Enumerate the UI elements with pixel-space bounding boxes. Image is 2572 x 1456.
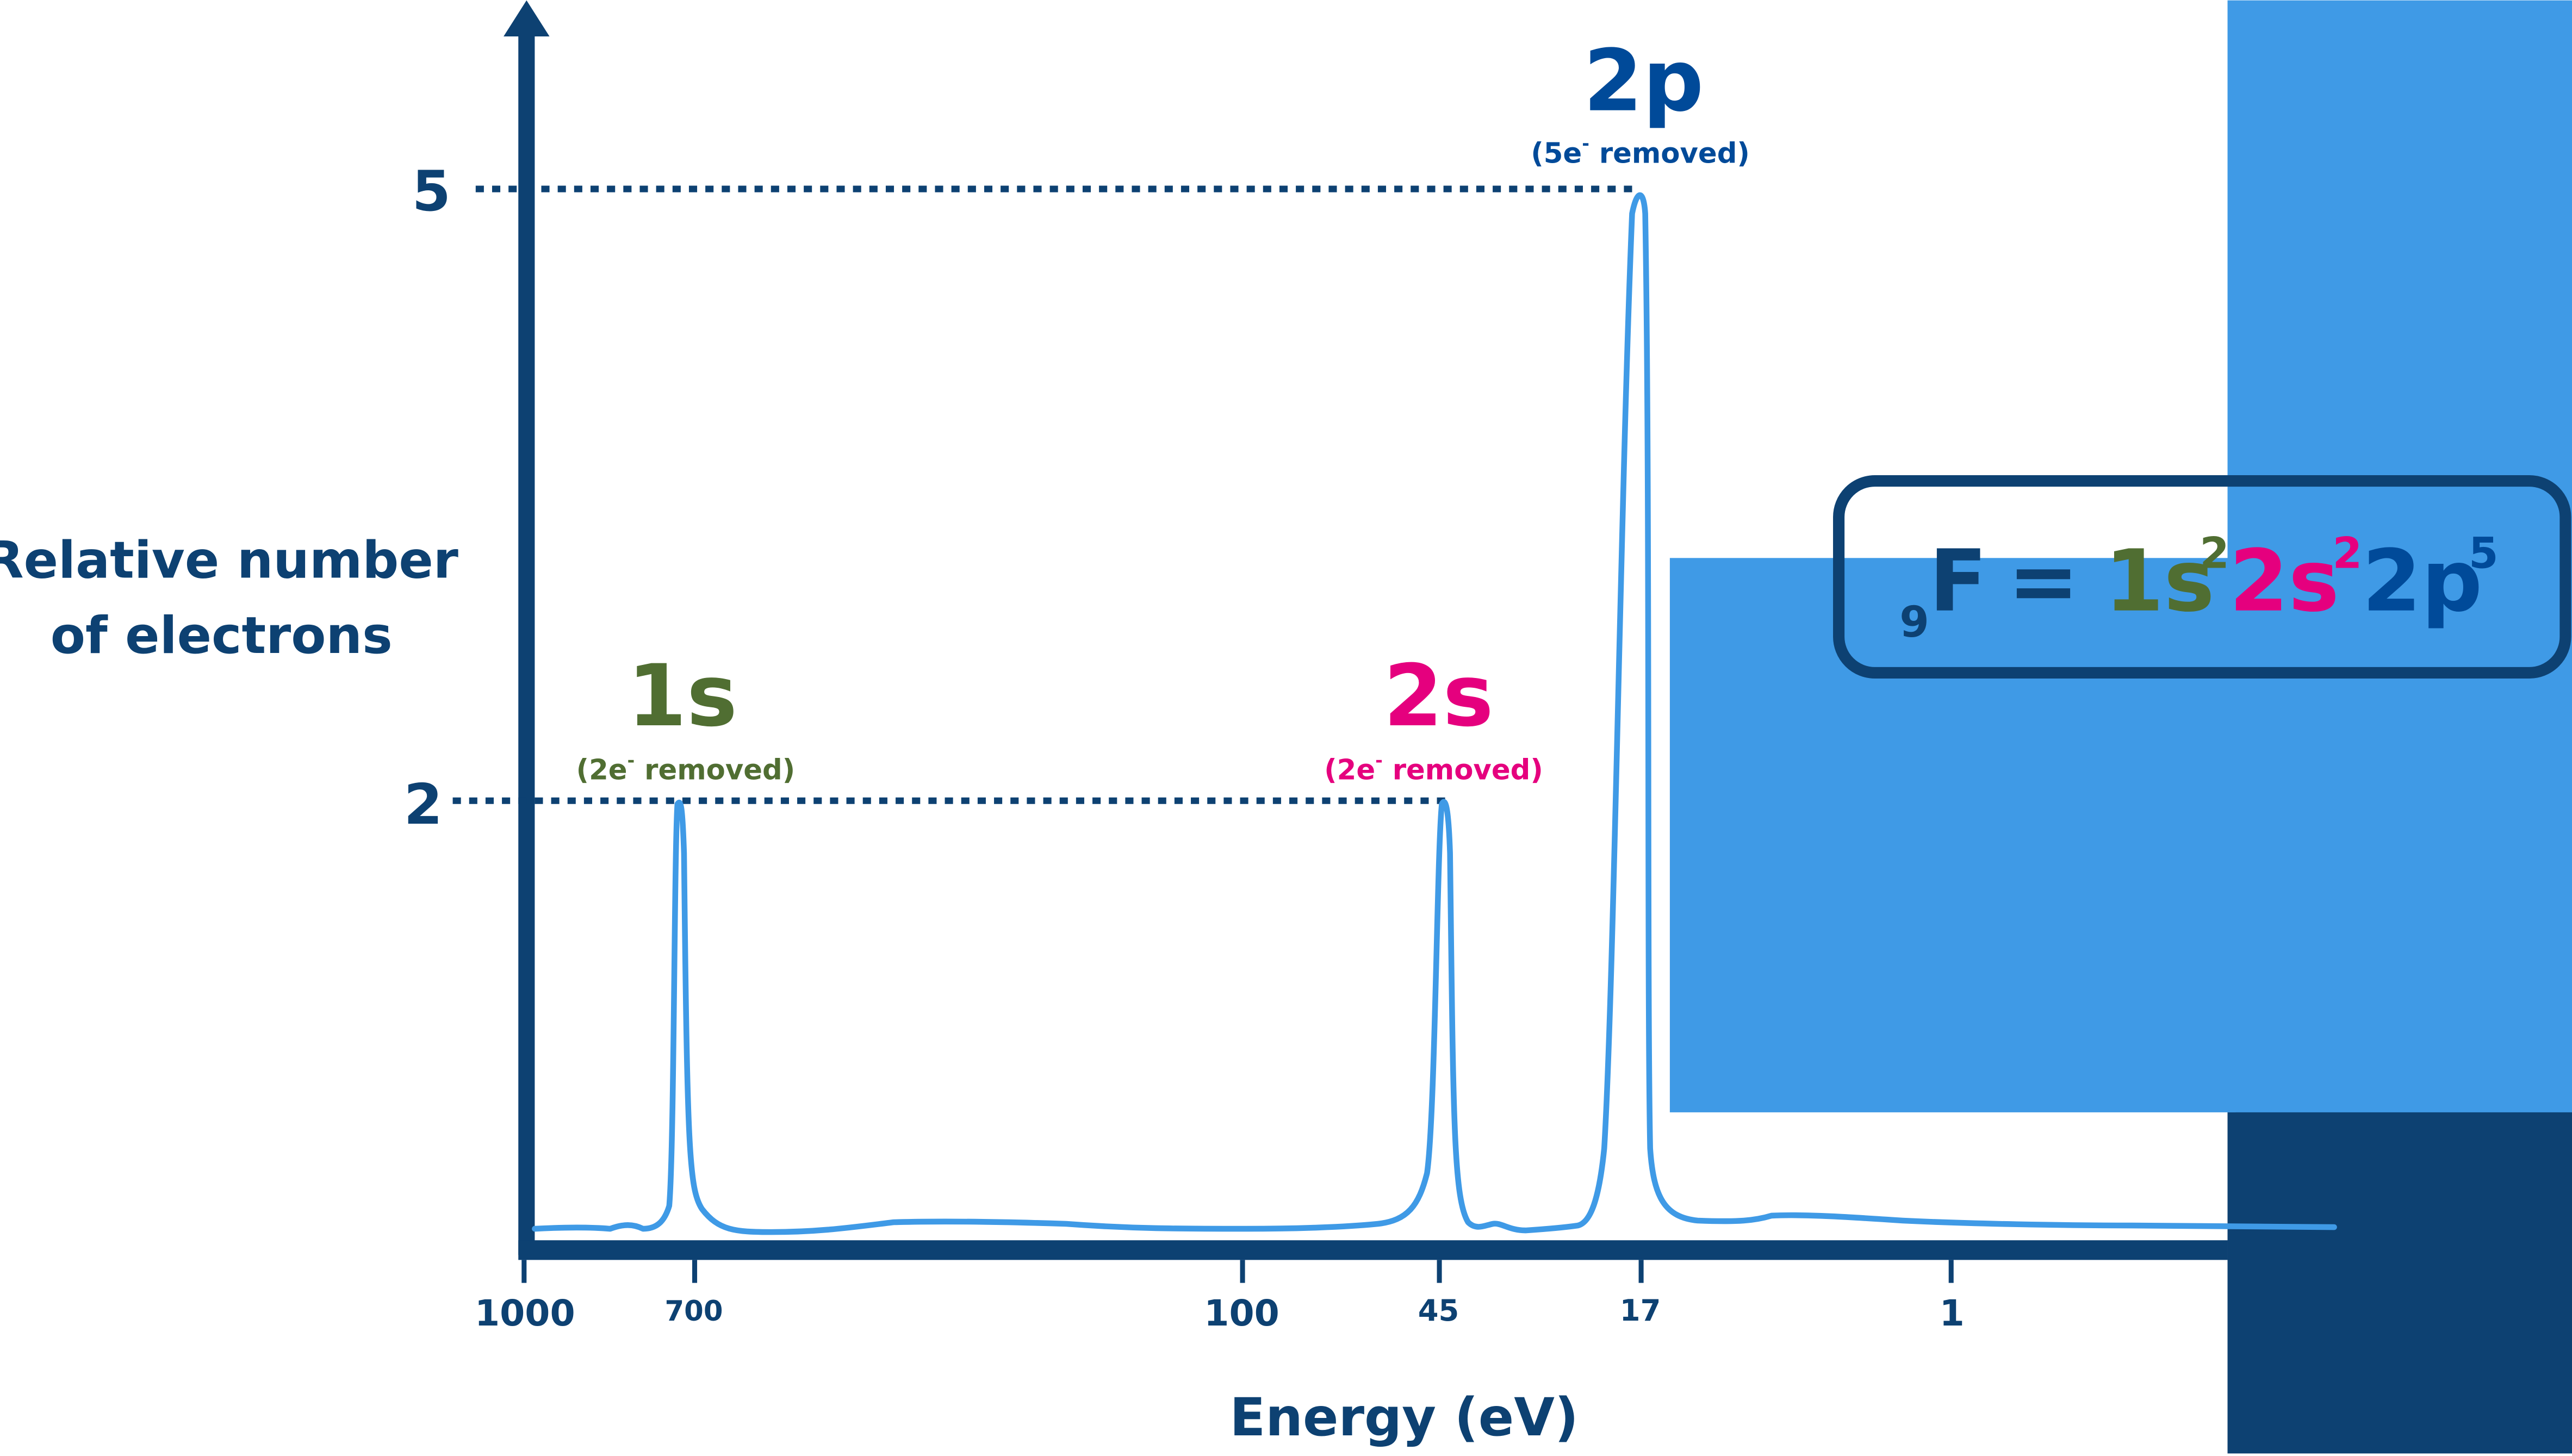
x-axis <box>518 1240 2228 1283</box>
x-tick-label-17: 17 <box>1620 1293 1661 1328</box>
x-tick-label-100: 100 <box>1204 1292 1279 1334</box>
peak-note-2p: (5e- removed) <box>1531 133 1750 170</box>
formula-term-2s: 2s <box>2229 531 2340 631</box>
x-tick-17 <box>1638 1260 1644 1283</box>
x-tick-1000 <box>521 1260 527 1283</box>
x-tick-label-45: 45 <box>1418 1293 1459 1328</box>
x-tick-100 <box>1240 1260 1245 1283</box>
formula-equals: = <box>2008 531 2079 631</box>
spectrum-curve <box>532 192 2337 1235</box>
x-axis-title: Energy (eV) <box>1229 1386 1579 1448</box>
formula-atomic-number: 9 <box>1899 598 1929 647</box>
x-tick-700 <box>692 1260 698 1283</box>
decor-block-light-large <box>1669 558 2236 1112</box>
y-axis-title-line2: of electrons <box>51 606 393 665</box>
x-tick-label-1: 1 <box>1940 1292 1965 1334</box>
x-tick-label-700: 700 <box>665 1295 723 1328</box>
formula-term-2p: 2p <box>2362 531 2482 631</box>
x-tick-1 <box>1948 1260 1954 1283</box>
peak-label-2s: 2s <box>1383 646 1494 745</box>
y-tick-label-2: 2 <box>404 773 443 837</box>
formula-term-1s: 1s <box>2104 531 2215 631</box>
y-tick-label-5: 5 <box>412 159 451 224</box>
arrow-up-icon <box>504 0 550 37</box>
peak-label-2p: 2p <box>1583 31 1704 130</box>
y-axis <box>504 0 550 1255</box>
x-tick-label-1000: 1000 <box>475 1292 575 1334</box>
formula-box: 9 F = 1s 2 2s 2 2p 5 <box>1833 475 2571 679</box>
peak-note-1s: (2e- removed) <box>576 749 796 786</box>
peak-label-1s: 1s <box>628 646 738 745</box>
formula-exp-1s: 2 <box>2200 528 2229 578</box>
decor-block-light-right <box>2227 0 2572 1116</box>
formula-exp-2p: 5 <box>2469 528 2499 578</box>
formula-symbol: F <box>1929 531 1987 631</box>
decor-block-dark-right <box>2227 1112 2572 1454</box>
x-tick-45 <box>1437 1260 1442 1283</box>
peak-note-2s: (2e- removed) <box>1324 749 1543 786</box>
formula-exp-2s: 2 <box>2333 528 2363 578</box>
y-axis-title-line1: Relative number <box>0 531 458 590</box>
